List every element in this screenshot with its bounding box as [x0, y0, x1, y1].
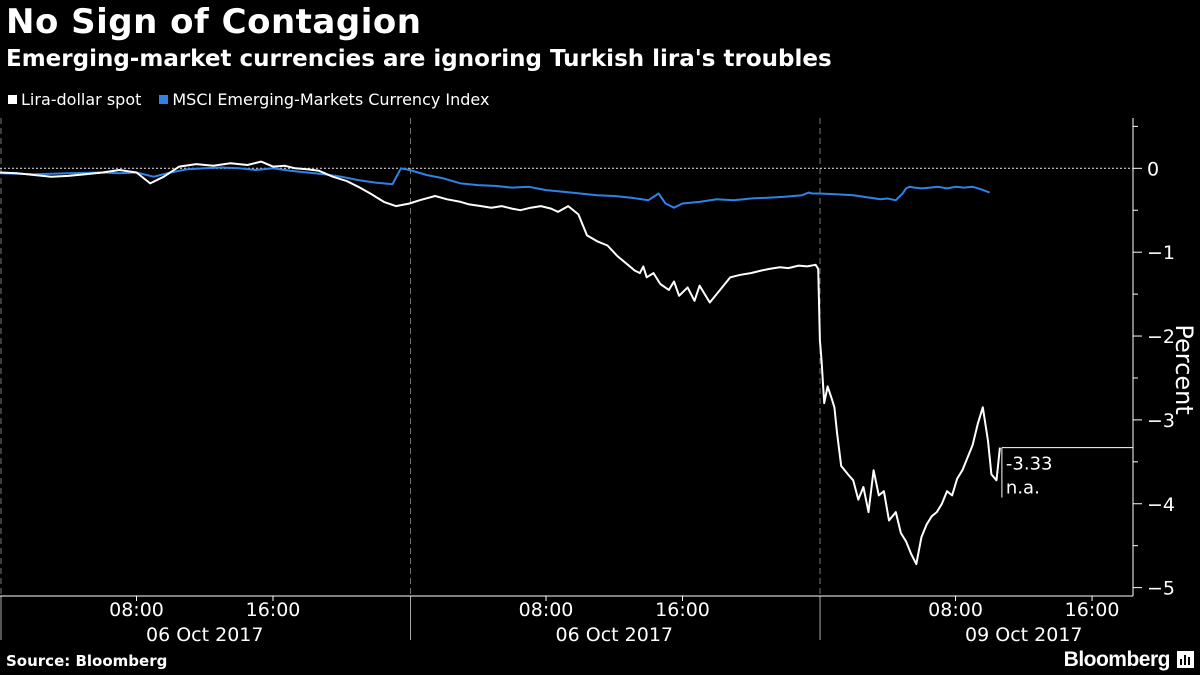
y-tick-label: −3 [1147, 410, 1175, 432]
x-day-label: 06 Oct 2017 [556, 624, 673, 646]
series-line-msci [0, 166, 991, 209]
end-value-label: -3.33 [1006, 454, 1053, 475]
legend-item-lira: Lira-dollar spot [8, 90, 141, 109]
end-value-na-label: n.a. [1006, 478, 1040, 499]
legend-item-msci: MSCI Emerging-Markets Currency Index [159, 90, 489, 109]
x-tick-label: 16:00 [655, 599, 710, 621]
legend: Lira-dollar spot MSCI Emerging-Markets C… [8, 90, 489, 109]
x-tick-label: 08:00 [928, 599, 983, 621]
y-tick-label: −5 [1147, 578, 1175, 600]
y-axis-label: Percent [1170, 324, 1198, 414]
y-tick-label: −1 [1147, 242, 1175, 264]
legend-swatch-lira [8, 95, 17, 104]
y-tick-label: 0 [1147, 158, 1159, 180]
series-line-lira [0, 160, 1001, 566]
brand-logo-text: Bloomberg [1063, 648, 1171, 671]
x-day-label: 09 Oct 2017 [965, 624, 1082, 646]
chart-subtitle: Emerging-market currencies are ignoring … [6, 46, 832, 72]
bloomberg-chart-icon [1177, 651, 1194, 668]
chart-title: No Sign of Contagion [6, 2, 422, 42]
y-tick-label: −2 [1147, 326, 1175, 348]
y-tick-label: −4 [1147, 494, 1175, 516]
x-tick-label: 16:00 [246, 599, 301, 621]
x-tick-label: 08:00 [519, 599, 574, 621]
legend-label-msci: MSCI Emerging-Markets Currency Index [172, 90, 490, 109]
legend-swatch-msci [159, 95, 169, 104]
x-day-label: 06 Oct 2017 [146, 624, 263, 646]
x-tick-label: 08:00 [109, 599, 164, 621]
source-note: Source: Bloomberg [6, 652, 168, 670]
legend-label-lira: Lira-dollar spot [21, 90, 142, 109]
x-tick-label: 16:00 [1065, 599, 1120, 621]
